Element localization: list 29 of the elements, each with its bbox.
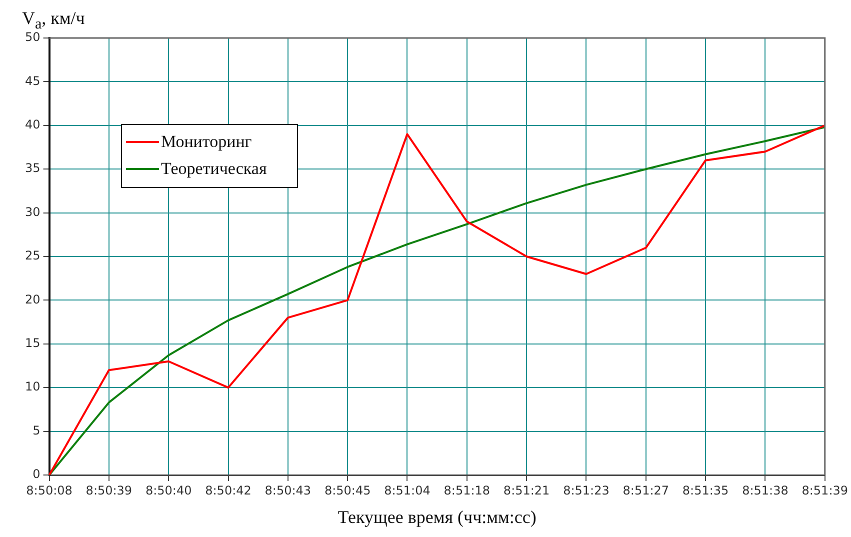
y-tick-label: 45 — [24, 74, 40, 88]
x-tick-label: 8:51:38 — [742, 483, 788, 498]
x-tick-label: 8:51:23 — [563, 483, 610, 498]
y-tick-label: 25 — [24, 248, 40, 263]
x-tick-label: 8:51:21 — [503, 483, 550, 498]
y-tick-label: 20 — [24, 292, 40, 306]
x-tick-label: 8:51:39 — [802, 483, 848, 498]
legend-label: Теоретическая — [161, 158, 267, 178]
y-tick-label: 15 — [24, 336, 40, 350]
x-tick-label: 8:51:18 — [444, 483, 490, 498]
x-tick-label: 8:51:35 — [682, 483, 729, 498]
y-axis-title: V$_{a}$, км/ч — [22, 8, 85, 33]
x-tick-label: 8:50:45 — [324, 483, 371, 498]
x-tick-label: 8:50:43 — [264, 483, 312, 498]
y-tick-label: 10 — [24, 380, 40, 394]
y-tick-label: 35 — [24, 161, 40, 176]
x-axis-title: Текущее время (чч:мм:сс) — [338, 506, 536, 527]
y-tick-label: 0 — [32, 467, 40, 482]
x-tick-label: 8:51:04 — [384, 483, 430, 498]
x-tick-label: 8:51:27 — [622, 483, 670, 498]
y-tick-label: 30 — [24, 204, 40, 219]
y-tick-label: 5 — [32, 423, 40, 438]
x-tick-label: 8:50:08 — [26, 483, 72, 498]
legend-label: Мониторинг — [161, 132, 252, 152]
x-tick-label: 8:50:40 — [145, 483, 192, 498]
y-tick-label: 40 — [24, 118, 40, 132]
x-tick-label: 8:50:39 — [86, 483, 132, 498]
y-tick-label: 50 — [24, 30, 40, 44]
x-tick-label: 8:50:42 — [205, 483, 252, 498]
